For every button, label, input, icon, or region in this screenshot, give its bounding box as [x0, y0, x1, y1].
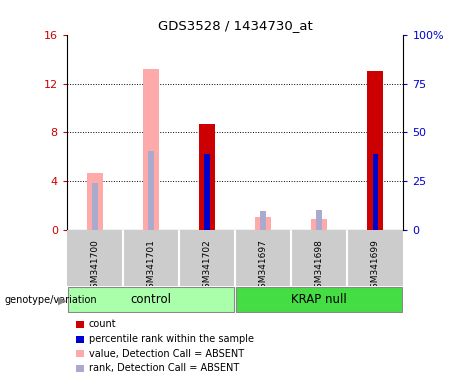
Bar [372, 154, 378, 230]
Text: GSM341697: GSM341697 [259, 239, 268, 294]
Text: control: control [130, 293, 171, 306]
Text: rank, Detection Call = ABSENT: rank, Detection Call = ABSENT [89, 363, 239, 373]
FancyBboxPatch shape [236, 287, 402, 312]
Text: GSM341699: GSM341699 [371, 239, 380, 294]
Bar [316, 210, 322, 230]
Bar [311, 219, 327, 230]
Text: count: count [89, 319, 117, 329]
Text: ▶: ▶ [59, 296, 67, 306]
Bar [143, 69, 159, 230]
Text: KRAP null: KRAP null [291, 293, 347, 306]
Text: GSM341702: GSM341702 [202, 239, 212, 293]
Text: GSM341698: GSM341698 [315, 239, 324, 294]
Bar [367, 71, 383, 230]
Bar [199, 124, 215, 230]
Bar [204, 154, 210, 230]
Title: GDS3528 / 1434730_at: GDS3528 / 1434730_at [158, 19, 313, 32]
Bar [87, 173, 103, 230]
Bar [148, 151, 154, 230]
Text: percentile rank within the sample: percentile rank within the sample [89, 334, 254, 344]
Text: GSM341701: GSM341701 [147, 239, 155, 294]
Text: GSM341700: GSM341700 [90, 239, 100, 294]
FancyBboxPatch shape [68, 287, 234, 312]
Text: value, Detection Call = ABSENT: value, Detection Call = ABSENT [89, 349, 244, 359]
Bar [92, 184, 98, 230]
Bar [255, 217, 271, 230]
Bar [260, 211, 266, 230]
Text: genotype/variation: genotype/variation [5, 295, 97, 305]
